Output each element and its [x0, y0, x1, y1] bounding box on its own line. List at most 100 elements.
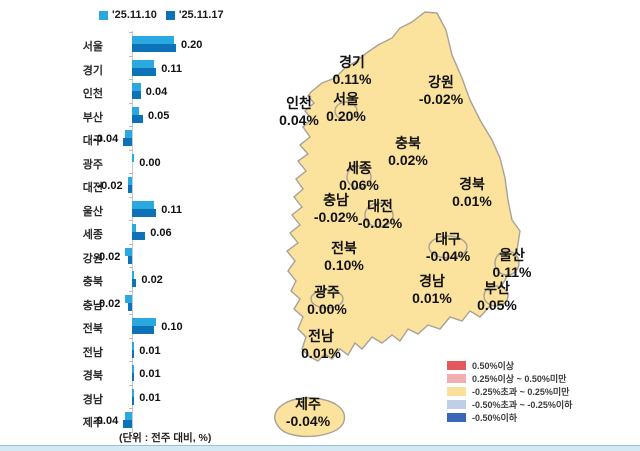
map-region-value: 0.11%	[332, 70, 372, 87]
map-region-name: 충북	[395, 135, 421, 151]
prev-week-bar	[132, 200, 154, 209]
map-region-value: 0.01%	[301, 344, 341, 361]
category-label: 인천	[82, 88, 103, 100]
curr-week-bar	[132, 279, 137, 287]
map-region-name: 강원	[428, 74, 454, 90]
category-label: 부산	[82, 111, 103, 124]
category-label: 세종	[82, 229, 103, 241]
map-legend-label: 0.25%이상 ~ 0.50%미만	[472, 374, 567, 384]
map-region-name: 전남	[308, 328, 334, 344]
prev-week-bar	[132, 341, 135, 350]
value-label: -0.04	[93, 133, 119, 145]
axis-tick	[129, 337, 133, 339]
map-region-label: 전북 0.10%	[296, 240, 392, 273]
map-region-busan	[483, 285, 509, 307]
map-region-name: 대전	[367, 198, 393, 214]
prev-week-bar	[132, 36, 174, 44]
prev-week-bar	[125, 130, 132, 138]
axis-tick	[129, 361, 133, 363]
curr-week-bar	[132, 44, 176, 52]
prev-week-bar	[132, 271, 135, 279]
map-legend-item: 0.25%이상 ~ 0.50%미만	[447, 372, 572, 385]
map-region-value: 0.11%	[492, 263, 532, 280]
map-color-legend: 0.50%이상 0.25%이상 ~ 0.50%미만 -0.25%초과 ~ 0.25%…	[447, 359, 572, 424]
curr-week-bar	[132, 114, 143, 123]
map-region-value: 0.10%	[324, 256, 364, 273]
category-label: 대구	[82, 135, 103, 147]
axis-tick	[129, 267, 133, 269]
map-region-label: 부산 0.05%	[449, 280, 545, 313]
map-legend-item: -0.50%이하	[447, 411, 572, 424]
curr-week-bar	[127, 302, 132, 311]
axis-tick	[129, 196, 133, 198]
value-label: 0.02	[141, 274, 163, 286]
axis-tick	[129, 243, 133, 245]
map-region-name: 경남	[419, 273, 445, 289]
value-label: 0.20	[181, 39, 203, 51]
map-region-name: 인천	[286, 95, 312, 111]
map-region-value: -0.04%	[285, 412, 331, 429]
value-label: -0.02	[97, 180, 123, 192]
value-label: 0.01	[139, 391, 161, 404]
legend-item-curr-week: '25.11.17	[165, 9, 224, 21]
curr-week-bar	[132, 208, 157, 217]
prev-week-bar	[132, 224, 137, 232]
map-legend-label: -0.50%이하	[472, 413, 518, 423]
prev-week-bar	[132, 153, 135, 162]
prev-week-label: '25.11.10	[112, 9, 157, 21]
prev-week-bar	[125, 412, 132, 420]
prev-week-bar	[125, 294, 132, 303]
axis-tick	[129, 55, 133, 57]
map-legend-swatch-icon	[447, 374, 466, 383]
category-label: 서울	[82, 41, 103, 53]
axis-tick	[129, 408, 133, 410]
category-label: 충남	[82, 299, 103, 312]
map-region-gwangju	[310, 289, 344, 309]
curr-week-bar	[127, 185, 132, 193]
map-region-label: 서울 0.20%	[298, 91, 394, 124]
map-region-name: 경기	[339, 54, 365, 70]
map-region-ulsan	[494, 250, 520, 276]
map-legend-swatch-icon	[447, 413, 466, 422]
axis-tick	[129, 102, 133, 104]
map-region-label: 경북 0.01%	[424, 176, 520, 209]
value-label: 0.10	[161, 321, 183, 333]
map-region-value: 0.06%	[339, 176, 379, 193]
map-region-value: -0.02%	[418, 90, 464, 107]
curr-week-bar	[123, 138, 132, 146]
axis-tick	[129, 220, 133, 222]
map-region-name: 부산	[484, 280, 510, 296]
map-region-seoul	[334, 101, 358, 121]
axis-tick	[129, 314, 133, 316]
category-label: 경북	[82, 370, 103, 382]
map-region-name: 세종	[346, 160, 372, 176]
map-region-sejong	[346, 165, 372, 189]
value-label: 0.04	[145, 86, 168, 98]
map-region-name: 경북	[459, 176, 485, 192]
map-region-value: -0.04%	[425, 247, 471, 264]
category-label: 대전	[82, 182, 103, 194]
value-label: 0.00	[139, 156, 161, 169]
curr-week-bar	[132, 326, 154, 334]
curr-week-bar	[132, 349, 135, 358]
map-region-value: 0.20%	[326, 107, 366, 124]
prev-week-bar	[132, 318, 157, 326]
map-region-value: -0.02%	[357, 214, 403, 231]
map-region-value: 0.00%	[307, 300, 347, 317]
map-region-value: 0.04%	[279, 111, 319, 128]
axis-tick	[129, 431, 133, 433]
map-region-daegu	[428, 235, 468, 259]
curr-week-bar	[132, 396, 135, 405]
map-region-label: 경기 0.11%	[304, 54, 400, 87]
map-region-label: 강원 -0.02%	[393, 74, 489, 107]
prev-week-bar	[132, 365, 135, 373]
value-label: -0.04	[93, 415, 119, 427]
axis-tick	[129, 32, 133, 34]
value-label: -0.02	[95, 250, 121, 263]
map-region-value: 0.01%	[452, 192, 492, 209]
value-label: 0.11	[161, 62, 182, 75]
curr-week-bar	[123, 420, 132, 428]
axis-tick	[129, 149, 133, 151]
map-region-label: 대구 -0.04%	[400, 231, 496, 264]
